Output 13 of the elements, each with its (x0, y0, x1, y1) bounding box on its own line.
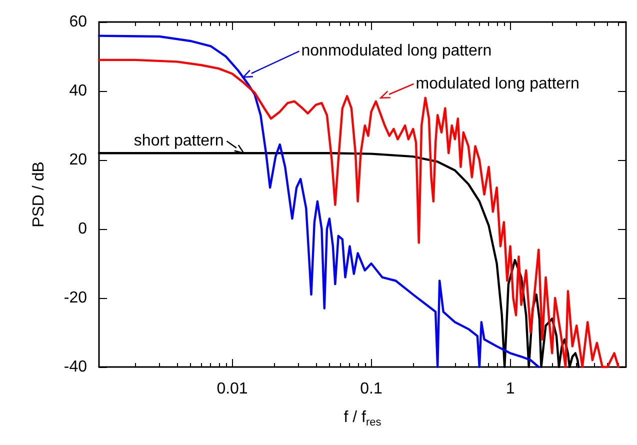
annotation: short pattern (134, 132, 224, 150)
y-tick-label: 0 (78, 220, 88, 238)
x-tick-label: 0.1 (360, 380, 382, 398)
annotation: modulated long pattern (416, 75, 580, 92)
annotation: nonmodulated long pattern (301, 42, 492, 60)
x-tick-label: 0.01 (216, 380, 248, 398)
y-tick-label: -40 (64, 358, 88, 376)
x-tick-label: 1 (506, 380, 515, 398)
y-tick-label: 60 (69, 14, 88, 30)
y-axis-title: PSD / dB (30, 162, 48, 228)
y-tick-label: -20 (64, 290, 88, 306)
y-tick-label: 20 (69, 152, 88, 168)
y-tick-label: 40 (69, 82, 88, 100)
